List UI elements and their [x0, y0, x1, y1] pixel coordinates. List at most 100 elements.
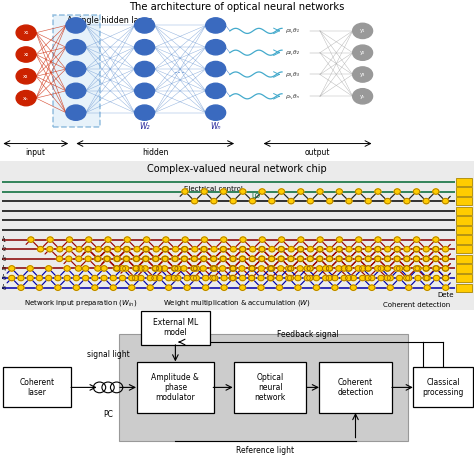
Circle shape	[442, 256, 448, 262]
Circle shape	[423, 256, 429, 262]
Circle shape	[259, 256, 265, 262]
Circle shape	[298, 237, 304, 242]
Circle shape	[220, 237, 227, 242]
Circle shape	[181, 266, 187, 271]
Circle shape	[326, 266, 332, 271]
Circle shape	[288, 256, 294, 262]
Circle shape	[64, 275, 70, 281]
Circle shape	[259, 189, 265, 194]
Text: y₃: y₃	[360, 72, 365, 77]
Circle shape	[375, 237, 381, 242]
Text: $l_3$: $l_3$	[1, 254, 8, 264]
Circle shape	[307, 266, 313, 271]
Circle shape	[191, 256, 198, 262]
Text: hidden: hidden	[142, 148, 168, 157]
Circle shape	[128, 285, 135, 291]
Circle shape	[182, 246, 188, 252]
Circle shape	[143, 256, 149, 262]
Circle shape	[73, 285, 80, 291]
Circle shape	[404, 266, 410, 271]
Circle shape	[230, 266, 236, 271]
Circle shape	[433, 246, 439, 252]
Text: Optical
neural
network: Optical neural network	[255, 373, 286, 402]
Circle shape	[415, 266, 421, 271]
FancyBboxPatch shape	[137, 362, 214, 412]
Circle shape	[212, 266, 218, 271]
Circle shape	[128, 275, 135, 281]
Circle shape	[92, 275, 98, 281]
Circle shape	[394, 256, 400, 262]
Circle shape	[346, 275, 352, 281]
Circle shape	[298, 246, 304, 252]
Circle shape	[249, 266, 255, 271]
Circle shape	[94, 256, 100, 262]
Circle shape	[346, 199, 352, 204]
Circle shape	[220, 189, 227, 194]
Circle shape	[124, 256, 130, 262]
Circle shape	[433, 266, 439, 271]
Circle shape	[295, 275, 301, 281]
Circle shape	[135, 62, 155, 77]
Circle shape	[249, 275, 255, 281]
Circle shape	[396, 266, 402, 271]
Circle shape	[210, 275, 216, 281]
Circle shape	[16, 91, 36, 106]
Circle shape	[239, 285, 246, 291]
Circle shape	[220, 256, 226, 262]
Circle shape	[404, 246, 410, 252]
Circle shape	[327, 199, 333, 204]
Circle shape	[206, 18, 226, 33]
Text: A single hidden layer: A single hidden layer	[67, 17, 151, 25]
Circle shape	[182, 246, 188, 252]
Circle shape	[394, 246, 400, 252]
Circle shape	[201, 256, 207, 262]
Circle shape	[142, 256, 148, 262]
Circle shape	[346, 256, 352, 262]
Circle shape	[55, 285, 61, 291]
Circle shape	[365, 256, 371, 262]
Circle shape	[142, 266, 148, 271]
Circle shape	[239, 246, 246, 252]
FancyBboxPatch shape	[118, 334, 408, 441]
Circle shape	[46, 275, 52, 281]
Circle shape	[206, 40, 226, 55]
Circle shape	[210, 256, 217, 262]
Circle shape	[201, 237, 208, 242]
Circle shape	[394, 246, 401, 252]
Circle shape	[288, 266, 294, 271]
Circle shape	[105, 246, 111, 252]
Circle shape	[202, 285, 209, 291]
Circle shape	[171, 275, 177, 281]
Circle shape	[394, 237, 401, 242]
Circle shape	[229, 275, 236, 281]
Circle shape	[133, 266, 139, 271]
Circle shape	[202, 275, 209, 281]
Circle shape	[249, 266, 255, 271]
FancyBboxPatch shape	[456, 226, 472, 234]
Circle shape	[66, 105, 86, 120]
Circle shape	[82, 275, 89, 281]
Circle shape	[153, 246, 159, 252]
Circle shape	[9, 275, 15, 281]
Circle shape	[95, 256, 101, 262]
Circle shape	[356, 256, 362, 262]
Text: output: output	[305, 148, 330, 157]
Circle shape	[406, 275, 412, 281]
Circle shape	[307, 256, 313, 262]
Circle shape	[423, 256, 429, 262]
Circle shape	[239, 275, 246, 281]
Circle shape	[123, 256, 129, 262]
Circle shape	[341, 266, 347, 271]
Circle shape	[337, 237, 343, 242]
Circle shape	[378, 275, 384, 281]
Circle shape	[269, 199, 275, 204]
Text: $l_1$: $l_1$	[1, 235, 8, 245]
Circle shape	[394, 256, 400, 262]
FancyBboxPatch shape	[456, 187, 472, 196]
Circle shape	[172, 266, 178, 271]
Text: PC: PC	[103, 410, 113, 419]
Circle shape	[152, 266, 158, 271]
Circle shape	[221, 275, 227, 281]
Text: Amplitude &
phase
modulator: Amplitude & phase modulator	[151, 373, 200, 402]
Circle shape	[278, 246, 284, 252]
